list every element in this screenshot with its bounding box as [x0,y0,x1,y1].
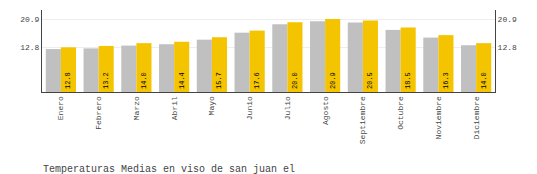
svg-text:12.8: 12.8 [64,72,72,89]
svg-text:18.5: 18.5 [404,72,412,89]
svg-text:Marzo: Marzo [132,96,141,120]
svg-text:14.0: 14.0 [140,72,148,89]
svg-text:Agosto: Agosto [321,96,330,125]
svg-text:Enero: Enero [56,96,65,120]
svg-text:12.8: 12.8 [20,43,39,52]
svg-text:Noviembre: Noviembre [434,96,443,139]
svg-text:12.8: 12.8 [498,43,517,52]
svg-text:Temperaturas Medias en viso de: Temperaturas Medias en viso de san juan … [43,164,295,174]
svg-text:15.7: 15.7 [215,72,223,89]
svg-text:Diciembre: Diciembre [472,96,481,139]
svg-text:Febrero: Febrero [94,96,103,130]
svg-text:Abril: Abril [170,96,179,120]
svg-text:20.9: 20.9 [329,72,337,89]
svg-text:Mayo: Mayo [207,96,216,115]
svg-text:13.2: 13.2 [102,72,110,89]
svg-text:14.0: 14.0 [480,72,488,89]
svg-text:17.6: 17.6 [253,72,261,89]
svg-text:20.9: 20.9 [498,15,517,24]
svg-text:16.3: 16.3 [442,72,450,89]
svg-text:14.4: 14.4 [178,72,186,89]
svg-text:Octubre: Octubre [396,96,405,130]
svg-text:20.5: 20.5 [366,72,374,89]
svg-text:Julio: Julio [283,96,292,120]
svg-text:Junio: Junio [245,96,254,120]
svg-text:20.0: 20.0 [291,72,299,89]
svg-text:20.9: 20.9 [20,15,39,24]
svg-text:Septiembre: Septiembre [358,96,367,144]
